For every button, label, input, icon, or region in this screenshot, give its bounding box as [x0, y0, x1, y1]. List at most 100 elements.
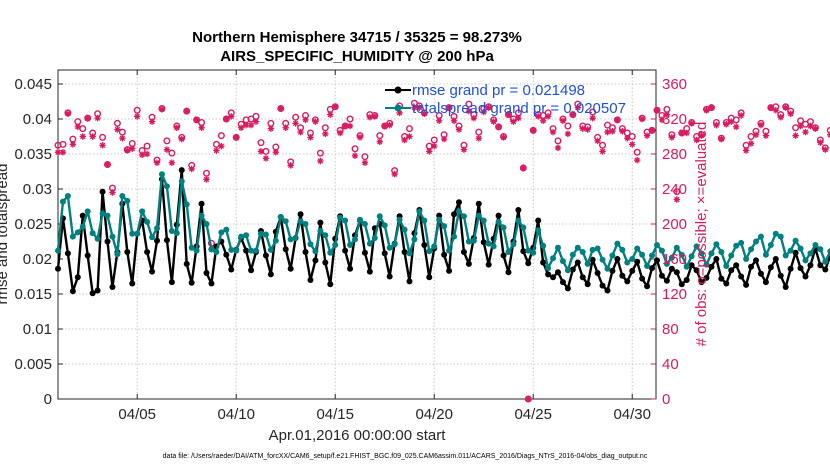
rmse-point: [743, 281, 750, 288]
rmse-point: [525, 260, 532, 267]
totalspread-point: [624, 259, 631, 266]
totalspread-point: [317, 228, 324, 234]
obs-evaluated-point: [272, 149, 280, 156]
rmse-point: [342, 247, 349, 254]
rmse-point: [708, 263, 715, 270]
obs-evaluated-point: [124, 147, 131, 154]
obs-evaluated-point: [129, 145, 136, 152]
rmse-point: [302, 249, 309, 255]
obs-evaluated-point: [307, 134, 314, 141]
obs-evaluated-point: [366, 114, 374, 121]
obs-evaluated-point: [386, 121, 393, 129]
rmse-point: [762, 279, 769, 286]
obs-evaluated-point: [569, 111, 577, 118]
totalspread-point: [253, 247, 260, 254]
rmse-point: [693, 267, 700, 274]
obs-evaluated-point: [525, 395, 532, 403]
obs-evaluated-point: [505, 111, 512, 118]
obs-evaluated-point: [564, 130, 572, 138]
totalspread-point: [332, 242, 339, 248]
obs-evaluated-point: [302, 116, 309, 124]
totalspread-point: [470, 237, 477, 244]
totalspread-point: [530, 249, 537, 256]
totalspread-point: [752, 238, 759, 245]
totalspread-point: [421, 217, 428, 224]
rmse-point: [574, 259, 581, 266]
obs-evaluated-point: [450, 117, 458, 124]
totalspread-point: [426, 248, 433, 255]
totalspread-point: [272, 237, 279, 244]
obs-evaluated-point: [183, 107, 190, 115]
rmse-point: [535, 217, 542, 224]
obs-evaluated-point: [693, 136, 700, 144]
obs-evaluated-point: [292, 120, 299, 127]
rmse-point: [208, 280, 215, 287]
obs-evaluated-point: [663, 111, 671, 118]
obs-evaluated-point: [242, 121, 250, 129]
rmse-point: [500, 252, 507, 259]
obs-evaluated-point: [559, 117, 567, 124]
rmse-point: [84, 252, 91, 259]
totalspread-point: [619, 246, 626, 253]
obs-evaluated-point: [158, 106, 166, 113]
legend-spread-marker: [394, 104, 402, 112]
totalspread-point: [144, 218, 151, 225]
totalspread-point: [198, 212, 205, 219]
rmse-point: [599, 282, 606, 289]
obs-evaluated-point: [530, 127, 537, 134]
rmse-point: [436, 212, 443, 219]
rmse-point: [347, 265, 354, 272]
totalspread-point: [604, 265, 611, 272]
rmse-point: [653, 257, 660, 264]
legend-rmse-label: rmse grand pr = 0.021498: [412, 82, 585, 99]
y-tick-label: 0.015: [14, 286, 52, 303]
rmse-point: [312, 257, 319, 264]
obs-evaluated-point: [277, 105, 284, 112]
totalspread-point: [287, 236, 294, 243]
totalspread-point: [579, 249, 586, 255]
obs-possible-point: [163, 137, 171, 145]
totalspread-point: [69, 233, 76, 240]
rmse-point: [619, 272, 626, 279]
totalspread-point: [787, 247, 794, 254]
rmse-point: [495, 212, 502, 219]
obs-evaluated-point: [604, 128, 611, 136]
obs-evaluated-point: [203, 176, 210, 183]
obs-evaluated-point: [381, 122, 388, 130]
obs-evaluated-point: [723, 121, 730, 128]
totalspread-point: [515, 217, 522, 224]
y2-axis-label: # of obs: o=possible; ×=evaluated: [693, 122, 710, 347]
totalspread-point: [535, 227, 542, 234]
rmse-point: [767, 264, 774, 271]
obs-evaluated-point: [431, 142, 438, 150]
obs-evaluated-point: [148, 118, 156, 125]
totalspread-point: [500, 224, 507, 231]
obs-possible-point: [267, 119, 275, 127]
totalspread-point: [406, 250, 413, 257]
totalspread-point: [94, 235, 101, 242]
obs-evaluated-point: [247, 121, 255, 129]
totalspread-point: [728, 252, 735, 259]
obs-evaluated-point: [787, 110, 794, 117]
rmse-point: [178, 167, 185, 174]
obs-possible-point: [405, 125, 413, 133]
obs-evaluated-point: [807, 122, 814, 130]
rmse-point: [426, 274, 433, 281]
obs-possible-point: [599, 141, 607, 149]
obs-evaluated-point: [168, 159, 176, 166]
obs-possible-point: [292, 113, 300, 121]
obs-possible-point: [316, 149, 324, 157]
obs-evaluated-point: [440, 135, 448, 143]
obs-possible-point: [69, 135, 77, 143]
totalspread-point: [683, 263, 690, 270]
obs-possible-point: [673, 188, 681, 196]
rmse-point: [94, 287, 101, 294]
rmse-point: [564, 285, 571, 292]
obs-evaluated-point: [104, 161, 111, 168]
obs-evaluated-point: [351, 152, 359, 159]
totalspread-point: [634, 245, 641, 252]
totalspread-point: [436, 216, 443, 223]
rmse-point: [668, 265, 675, 272]
totalspread-point: [441, 223, 448, 230]
rmse-point: [540, 259, 547, 266]
